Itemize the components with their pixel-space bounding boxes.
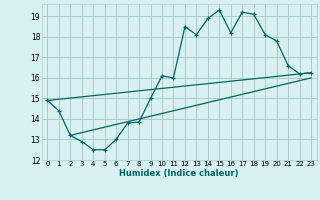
X-axis label: Humidex (Indice chaleur): Humidex (Indice chaleur) [119,169,239,178]
